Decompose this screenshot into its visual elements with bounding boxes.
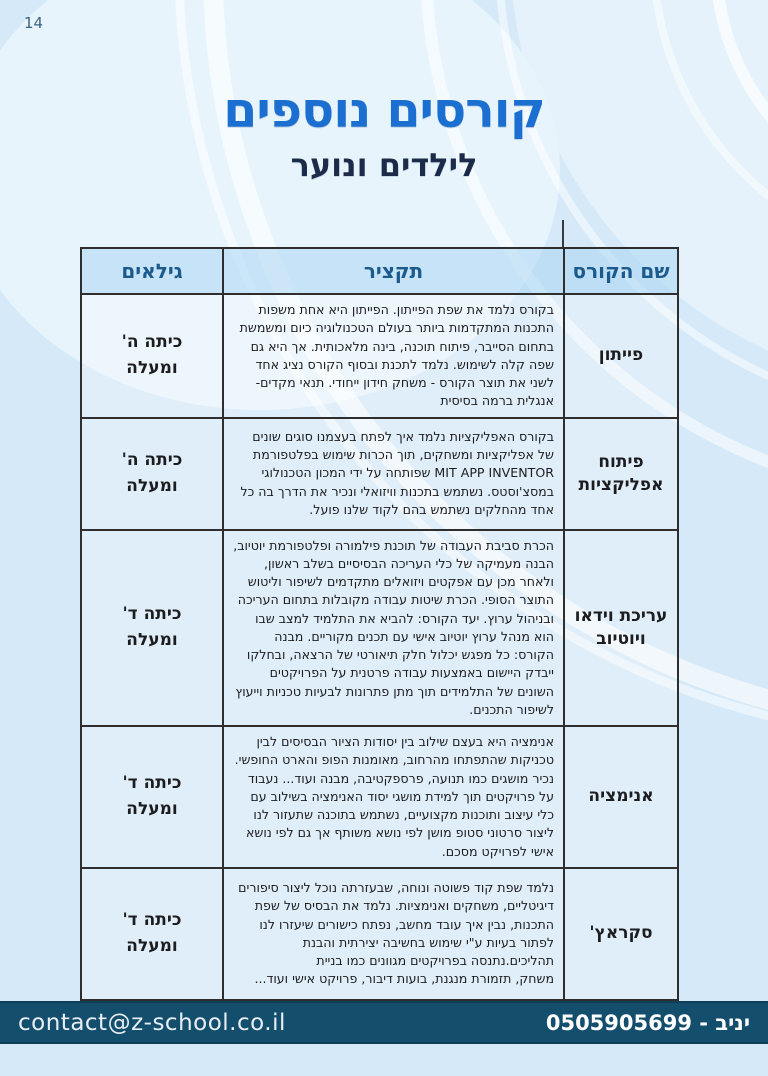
page-title: קורסים נוספים xyxy=(223,82,545,139)
table-row-animation: אנימציה אנימציה היא בעצם שילוב בין יסודו… xyxy=(80,725,679,869)
page-subtitle: לילדים ונוער xyxy=(290,145,478,184)
courses-table: שם הקורס תקציר גילאים פייתון בקורס נלמד … xyxy=(80,247,679,1001)
column-header-course-name: שם הקורס xyxy=(563,247,679,295)
table-row-scratch: סקראץ' נלמד שפת קוד פשוטה ונוחה, שבעזרתה… xyxy=(80,866,679,1001)
title-block: קורסים נוספים לילדים ונוער xyxy=(0,84,768,184)
column-header-ages: גילאים xyxy=(80,247,224,295)
contact-email: contact@z-school.co.il xyxy=(18,1009,286,1036)
contact-phone: יניב - 0505905699 xyxy=(545,1010,750,1035)
course-ages: כיתה ד' ומעלה xyxy=(80,866,224,1001)
course-summary: הכרת סביבת העבודה של תוכנת פילמורה ופלטפ… xyxy=(222,528,565,727)
course-summary: נלמד שפת קוד פשוטה ונוחה, שבעזרתה נוכל ל… xyxy=(222,866,565,1001)
course-ages: כיתה ד' ומעלה xyxy=(80,528,224,727)
course-name: אנימציה xyxy=(563,725,679,869)
course-name: עריכת וידאו ויוטיוב xyxy=(563,528,679,727)
course-ages: כיתה ה' ומעלה xyxy=(80,293,224,419)
table-row-video-editing-youtube: עריכת וידאו ויוטיוב הכרת סביבת העבודה של… xyxy=(80,528,679,727)
course-name: פייתון xyxy=(563,293,679,419)
course-name: פיתוח אפליקציות xyxy=(563,416,679,531)
course-summary: בקורס האפליקציות נלמד איך לפתח בעצמנו סו… xyxy=(222,416,565,531)
table-header-row: שם הקורס תקציר גילאים xyxy=(80,247,679,295)
course-name: סקראץ' xyxy=(563,866,679,1001)
course-summary: אנימציה היא בעצם שילוב בין יסודות הציור … xyxy=(222,725,565,869)
table-row-app-development: פיתוח אפליקציות בקורס האפליקציות נלמד אי… xyxy=(80,416,679,531)
column-header-summary: תקציר xyxy=(222,247,565,295)
page-number: 14 xyxy=(24,14,44,32)
table-row-python: פייתון בקורס נלמד את שפת הפייתון. הפייתו… xyxy=(80,293,679,419)
course-ages: כיתה ד' ומעלה xyxy=(80,725,224,869)
footer-contact-bar: contact@z-school.co.il יניב - 0505905699 xyxy=(0,1001,768,1044)
course-ages: כיתה ה' ומעלה xyxy=(80,416,224,531)
course-summary: בקורס נלמד את שפת הפייתון. הפייתון היא א… xyxy=(222,293,565,419)
column-guide-line xyxy=(562,220,564,247)
